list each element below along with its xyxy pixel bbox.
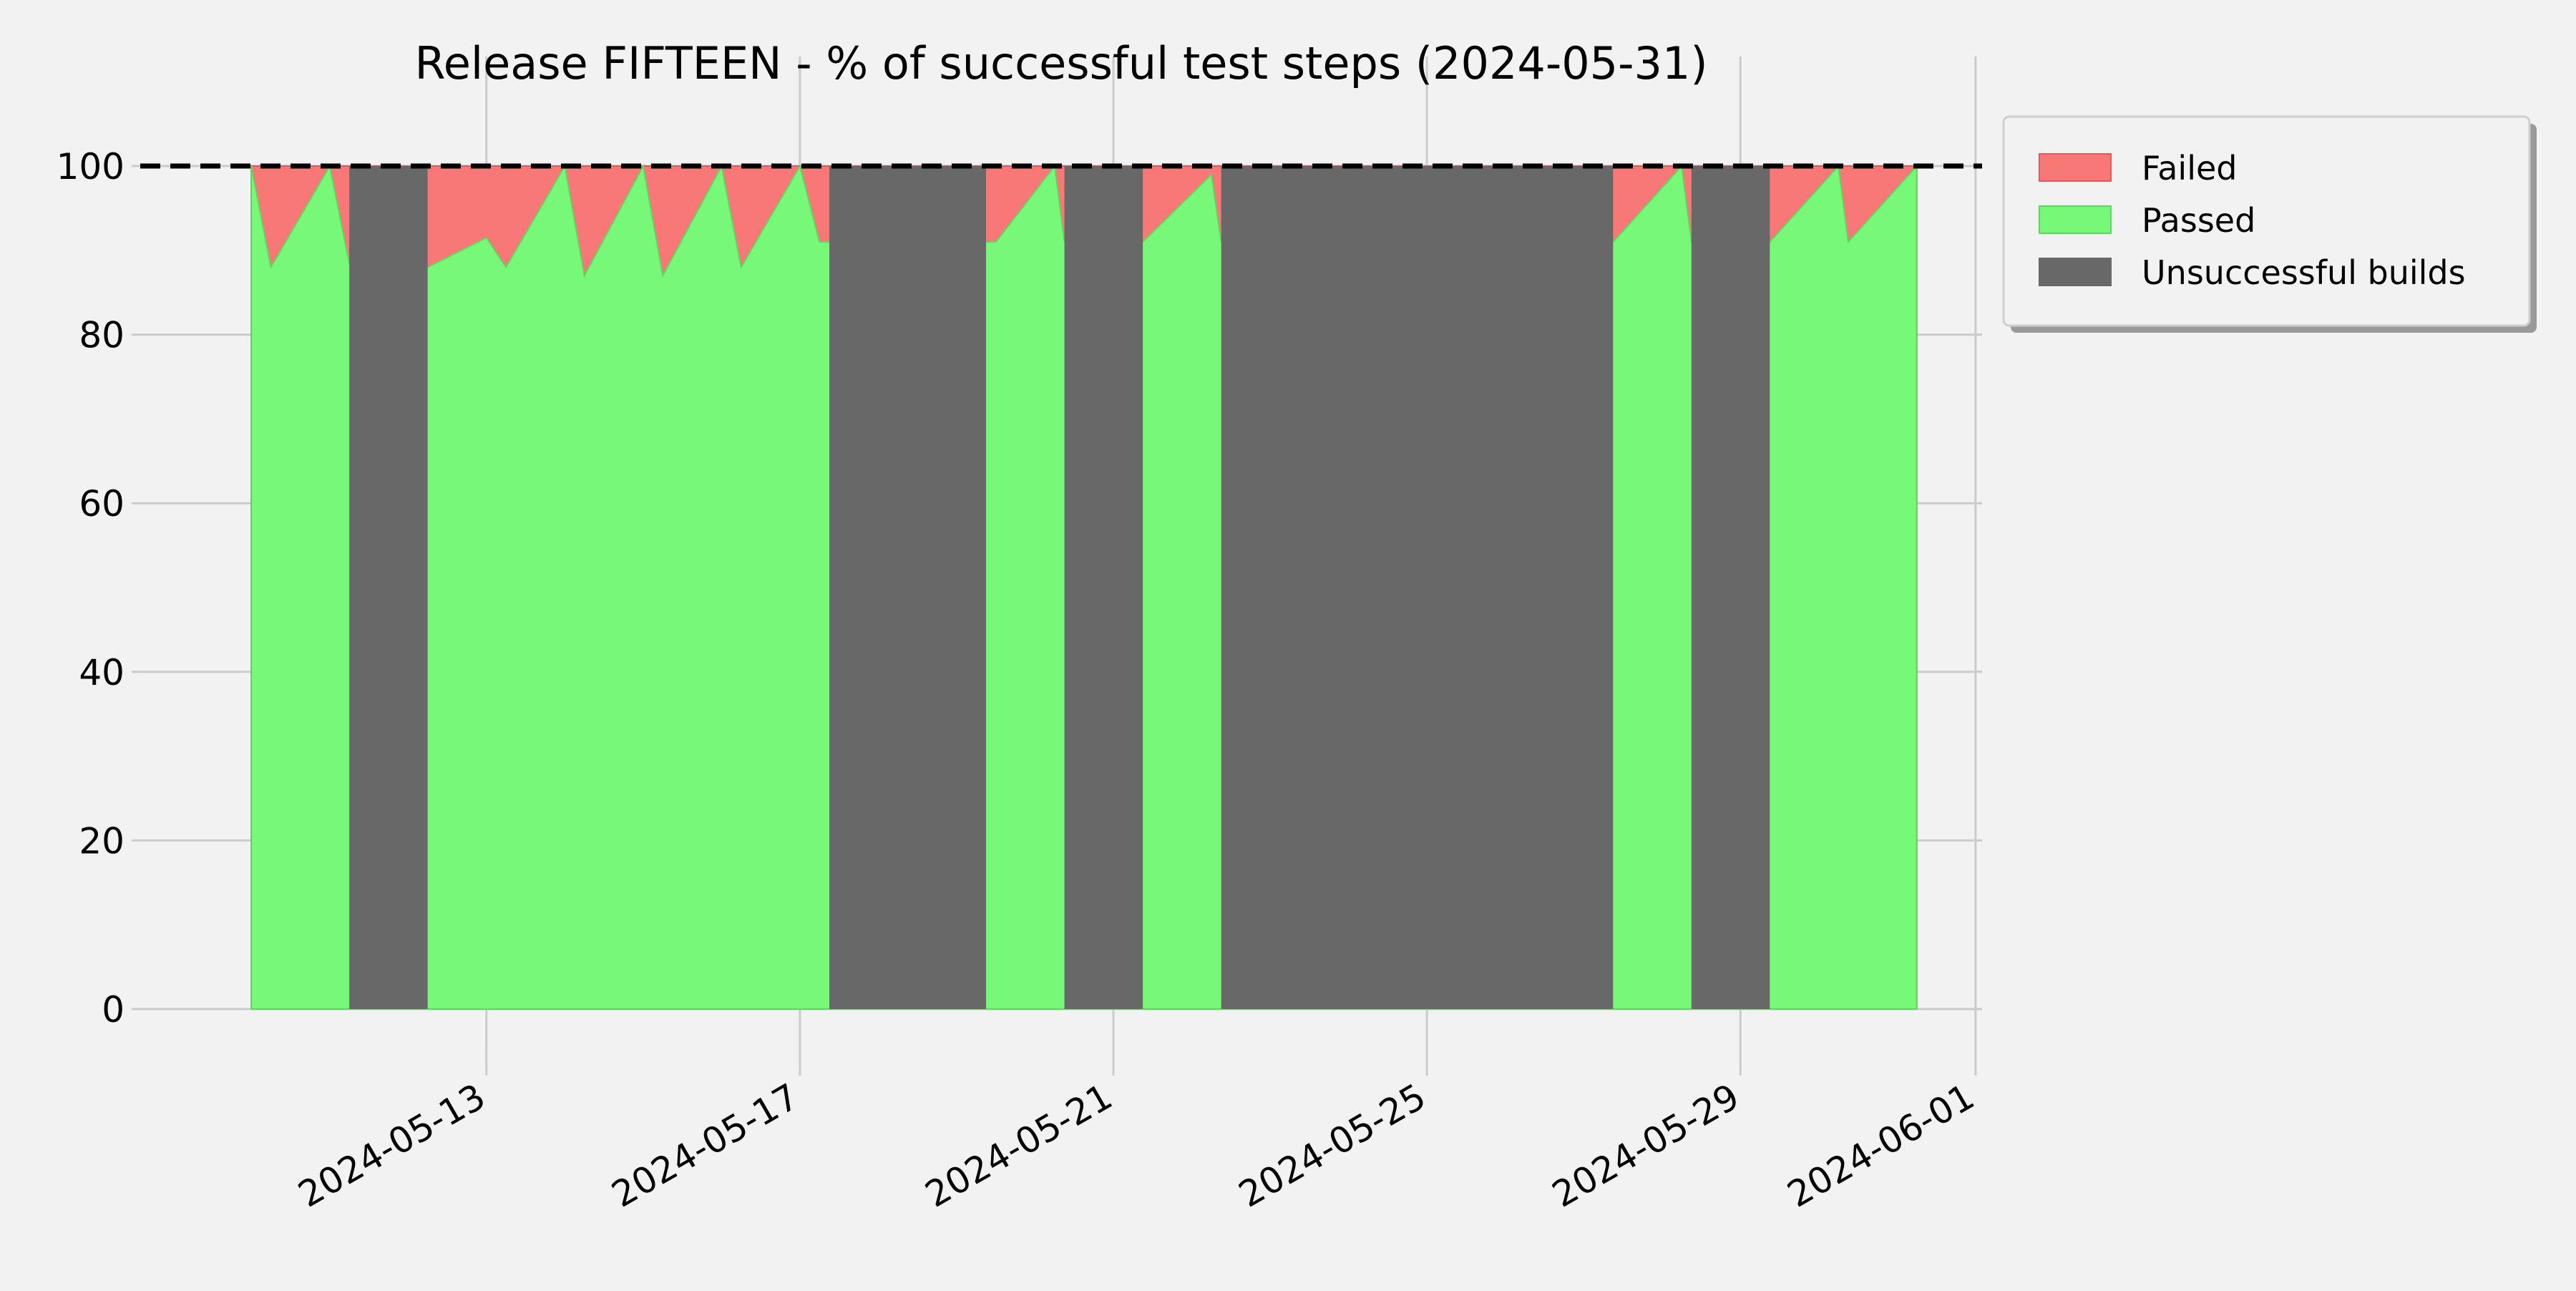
legend-swatch [2039, 205, 2112, 234]
legend: Failed Passed Unsuccessful builds [2002, 115, 2537, 333]
x-tick-label: 2024-05-17 [605, 1076, 806, 1216]
unsuccessful-build-band [829, 166, 987, 1009]
legend-label: Passed [2142, 201, 2255, 240]
x-tick-label: 2024-05-21 [918, 1076, 1119, 1216]
y-tick-label: 60 [79, 483, 125, 525]
y-tick-label: 40 [79, 652, 125, 693]
y-tick-label: 0 [102, 989, 125, 1031]
unsuccessful-build-band [1221, 166, 1614, 1009]
x-tick-label: 2024-05-29 [1546, 1076, 1747, 1216]
legend-box [2002, 115, 2531, 327]
plot-areas [250, 164, 1918, 1010]
legend-swatch [2039, 258, 2112, 286]
x-tick-label: 2024-05-25 [1232, 1076, 1433, 1216]
unsuccessful-build-band [349, 166, 428, 1009]
y-tick-label: 20 [79, 820, 125, 862]
legend-label: Unsuccessful builds [2142, 253, 2466, 292]
x-tick-label: 2024-05-13 [291, 1076, 492, 1216]
legend-swatch [2039, 153, 2112, 182]
y-tick-label: 100 [57, 146, 125, 187]
unsuccessful-build-band [1064, 166, 1143, 1009]
y-tick-label: 80 [79, 315, 125, 356]
legend-label: Failed [2142, 149, 2238, 187]
chart-title: Release FIFTEEN - % of successful test s… [414, 37, 1707, 89]
x-tick-label: 2024-06-01 [1780, 1076, 1981, 1216]
unsuccessful-build-band [1691, 166, 1770, 1009]
